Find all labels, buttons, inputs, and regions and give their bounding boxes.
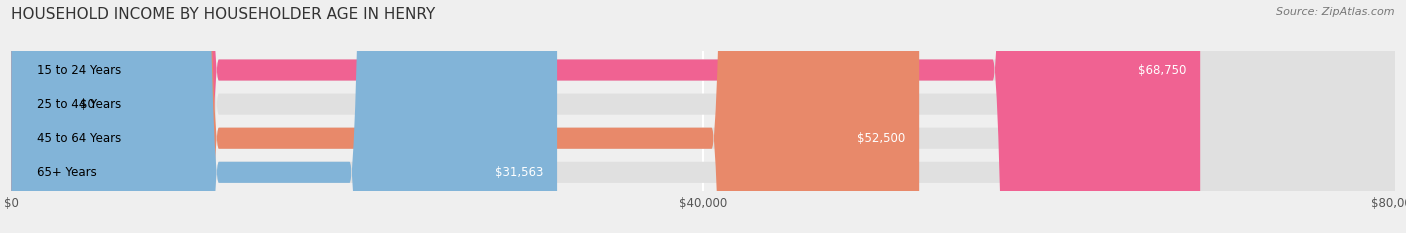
FancyBboxPatch shape (11, 0, 557, 233)
Text: $52,500: $52,500 (858, 132, 905, 145)
FancyBboxPatch shape (11, 0, 1395, 233)
Text: $31,563: $31,563 (495, 166, 543, 179)
Text: $0: $0 (80, 98, 96, 111)
FancyBboxPatch shape (11, 0, 1395, 233)
FancyBboxPatch shape (11, 0, 1395, 233)
Text: 65+ Years: 65+ Years (37, 166, 97, 179)
Text: 45 to 64 Years: 45 to 64 Years (37, 132, 121, 145)
Text: 15 to 24 Years: 15 to 24 Years (37, 64, 121, 76)
Text: 25 to 44 Years: 25 to 44 Years (37, 98, 121, 111)
Text: HOUSEHOLD INCOME BY HOUSEHOLDER AGE IN HENRY: HOUSEHOLD INCOME BY HOUSEHOLDER AGE IN H… (11, 7, 436, 22)
FancyBboxPatch shape (11, 0, 1201, 233)
Text: Source: ZipAtlas.com: Source: ZipAtlas.com (1277, 7, 1395, 17)
FancyBboxPatch shape (11, 0, 920, 233)
Text: $68,750: $68,750 (1137, 64, 1187, 76)
FancyBboxPatch shape (11, 0, 1395, 233)
